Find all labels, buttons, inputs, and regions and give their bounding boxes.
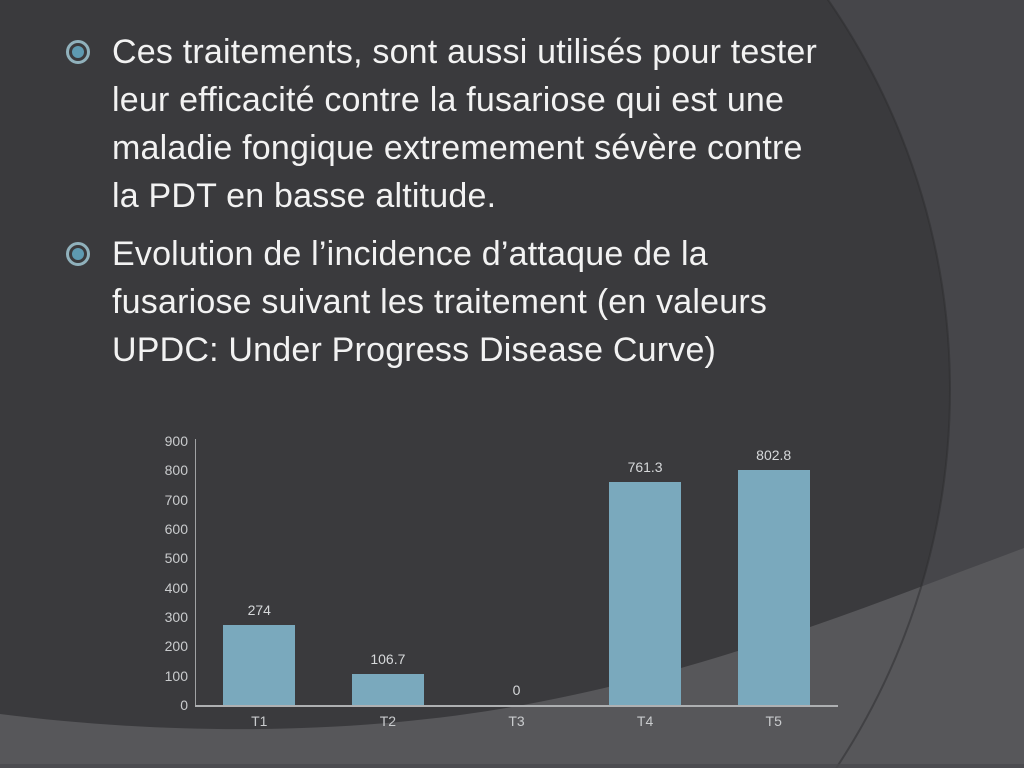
bar-chart: 0 100 200 300 400 500 600 700 800 900 274 T1 106.7 T2… [150, 428, 850, 744]
x-axis-category-label: T3 [508, 713, 525, 729]
x-axis-category-label: T5 [765, 713, 782, 729]
bar-value-label: 274 [247, 601, 271, 618]
y-axis-tick-label: 200 [164, 638, 188, 655]
bullet-icon [66, 40, 90, 64]
bullet-dot-icon [72, 46, 84, 58]
x-axis-line [195, 705, 838, 707]
bar-value-label: 106.7 [370, 650, 406, 667]
y-axis-tick-label: 400 [164, 579, 188, 596]
bullet-item: Evolution de l’incidence d’attaque de la… [64, 230, 964, 374]
x-axis-category-label: T4 [636, 713, 654, 729]
bar [609, 481, 682, 705]
bar-value-label: 802.8 [756, 446, 792, 463]
bar-value-label: 761.3 [627, 458, 663, 475]
y-axis-tick-label: 300 [164, 609, 188, 625]
bullet-dot-icon [72, 248, 84, 260]
background-arc-line [826, 0, 951, 768]
bullet-text: Ces traitements, sont aussi utilisés pou… [112, 33, 818, 215]
bullet-item: Ces traitements, sont aussi utilisés pou… [64, 28, 964, 220]
bottom-edge-strip [0, 764, 1024, 768]
bullet-icon [66, 242, 90, 266]
y-axis-tick-label: 600 [164, 521, 188, 537]
x-axis-category-label: T1 [251, 713, 268, 729]
y-axis-line [195, 439, 196, 705]
background-circle [0, 0, 950, 768]
y-axis-tick-label: 500 [164, 550, 188, 567]
y-axis-tick-label: 0 [180, 697, 188, 713]
bar [351, 673, 424, 705]
y-axis-tick-label: 100 [164, 667, 188, 684]
bullet-list: Ces traitements, sont aussi utilisés pou… [64, 28, 964, 384]
y-axis-tick-label: 800 [164, 462, 188, 479]
y-axis-tick-label: 900 [164, 433, 188, 449]
bar-value-label: 0 [512, 682, 521, 698]
bullet-text: Evolution de l’incidence d’attaque de la… [112, 235, 768, 369]
bar [223, 624, 296, 705]
y-axis-tick-label: 700 [164, 491, 188, 508]
bar [737, 469, 810, 705]
x-axis-category-label: T2 [379, 713, 397, 729]
background-band [0, 548, 1024, 768]
